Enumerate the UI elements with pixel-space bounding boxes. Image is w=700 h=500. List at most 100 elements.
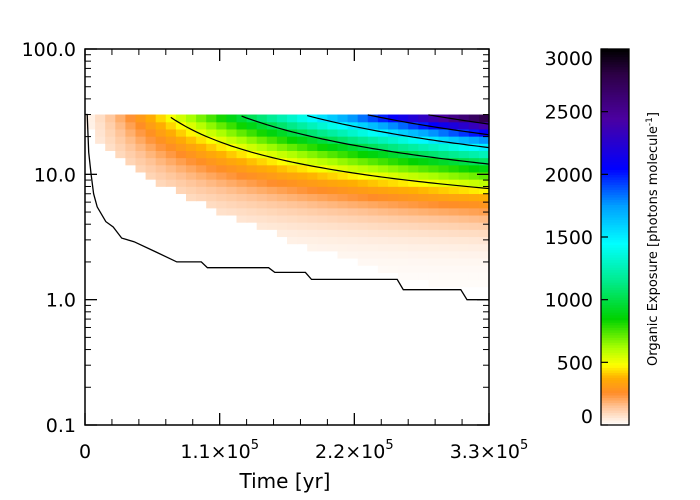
colorbar-segment [601, 344, 629, 348]
heatmap-cell [377, 229, 389, 238]
heatmap-cell [428, 250, 440, 259]
heatmap-cell [226, 207, 238, 216]
colorbar-segment [601, 161, 629, 165]
colorbar-segment [601, 372, 629, 376]
y-tick-label: 10.0 [34, 164, 76, 186]
colorbar: 0 500 1000 1500 2000 2500 3000 Organic Exposure… [545, 48, 661, 428]
colorbar-segment [601, 79, 629, 83]
heatmap-cell [377, 193, 389, 202]
heatmap-cell [337, 186, 349, 195]
heatmap-cell [186, 157, 197, 166]
heatmap-cell [236, 150, 248, 159]
heatmap-cell [468, 164, 480, 173]
heatmap-cell [175, 143, 187, 151]
heatmap-cell [458, 121, 470, 130]
heatmap-cell [317, 222, 328, 230]
heatmap-cell [357, 222, 369, 230]
heatmap-cell [165, 136, 177, 144]
heatmap-cell [357, 200, 369, 209]
contour-lines [170, 114, 490, 190]
heatmap-cell [246, 193, 258, 202]
heatmap-cell [175, 179, 187, 187]
heatmap-cell [337, 128, 349, 137]
heatmap-cell [327, 171, 339, 180]
heatmap-cell [307, 214, 318, 223]
heatmap-cell [236, 171, 248, 180]
colorbar-segment [601, 397, 629, 401]
heatmap-cell [458, 150, 470, 159]
colorbar-segment [601, 369, 629, 373]
heatmap-cell [266, 214, 278, 223]
heatmap-cell [357, 150, 369, 159]
heatmap-cell [408, 179, 419, 187]
heatmap-cell [226, 193, 238, 202]
heatmap-cell [226, 171, 238, 180]
heatmap-cell [216, 171, 227, 180]
heatmap-cell [175, 121, 187, 130]
heatmap-cell [398, 265, 409, 273]
heatmap-cell [418, 229, 429, 238]
heatmap-cell [367, 128, 379, 137]
heatmap-cell [276, 229, 288, 238]
colorbar-segment [601, 252, 629, 256]
heatmap-cell [266, 164, 278, 173]
heatmap-cell [438, 114, 450, 123]
heatmap-cell [135, 164, 147, 173]
heatmap-cell [297, 150, 308, 159]
contour-line [367, 114, 490, 136]
heatmap-cell [357, 243, 369, 252]
heatmap-cell [327, 207, 339, 216]
heatmap-cell [297, 179, 308, 187]
heatmap-cell [206, 150, 217, 159]
heatmap-cell [186, 179, 197, 187]
heatmap-cell [135, 150, 147, 159]
heatmap-cell [428, 207, 440, 216]
heatmap-cell [337, 200, 349, 209]
heatmap-cell [337, 157, 349, 166]
heatmap-cell [377, 236, 389, 245]
heatmap-cell [357, 136, 369, 144]
heatmap-cell [196, 114, 207, 123]
heatmap-cell [95, 121, 106, 130]
heatmap-cell [276, 128, 288, 137]
colorbar-segment [601, 287, 629, 291]
heatmap-cell [216, 193, 227, 202]
heatmap-cell [408, 229, 419, 238]
heatmap-cell [216, 128, 227, 137]
colorbar-segment [601, 199, 629, 203]
colorbar-segment [601, 257, 629, 261]
heatmap-cell [307, 200, 318, 209]
heatmap-cell [276, 179, 288, 187]
heatmap-cell [266, 179, 278, 187]
colorbar-segment [601, 139, 629, 143]
heatmap-cell [186, 136, 197, 144]
heatmap-cell [408, 157, 419, 166]
colorbar-segment [601, 327, 629, 331]
heatmap-cell [468, 265, 480, 273]
colorbar-segment [601, 69, 629, 73]
heatmap-cell [408, 250, 419, 259]
heatmap-cell [287, 229, 298, 238]
heatmap-cell [448, 121, 460, 130]
heatmap-cell [236, 114, 248, 123]
heatmap-cell [377, 136, 389, 144]
colorbar-segment [601, 399, 629, 404]
heatmap-cell [357, 257, 369, 266]
heatmap-cell [266, 186, 278, 195]
heatmap-cell [155, 157, 167, 166]
heatmap-cell [448, 143, 460, 151]
heatmap-cell [256, 222, 268, 230]
colorbar-segment [601, 131, 629, 135]
heatmap-cell [448, 222, 460, 230]
heatmap-cell [226, 164, 238, 173]
heatmap-cell [186, 164, 197, 173]
heatmap-cell [125, 143, 137, 151]
colorbar-segment [601, 129, 629, 133]
colorbar-segment [601, 81, 629, 85]
heatmap-cell [145, 171, 157, 180]
heatmap-cell [377, 186, 389, 195]
heatmap-cell [337, 150, 349, 159]
heatmap-cell [276, 157, 288, 166]
heatmap-cell [196, 128, 207, 137]
heatmap-cell [438, 214, 450, 223]
